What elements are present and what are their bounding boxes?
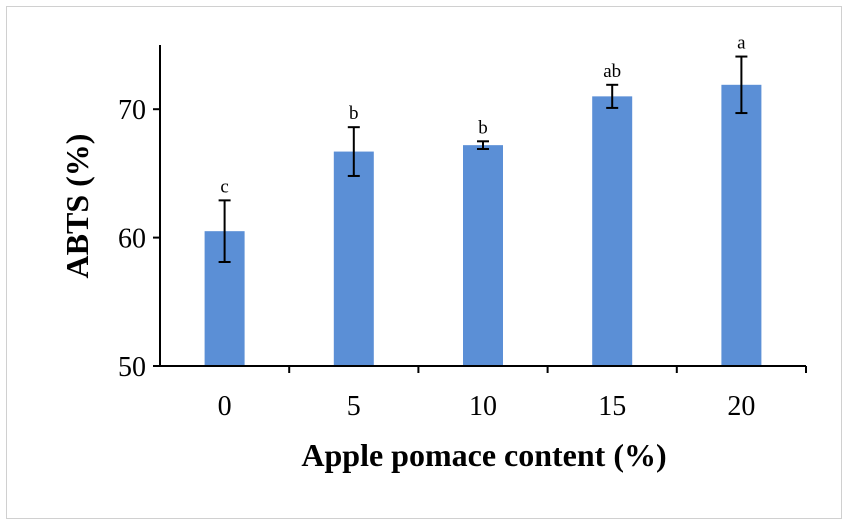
y-tick-label: 50 (118, 352, 146, 383)
error-bars-group (218, 55, 748, 263)
significance-label: b (478, 117, 488, 138)
bar (333, 151, 374, 366)
x-axis: 0 5 10 15 20 (160, 365, 807, 422)
chart-frame (6, 6, 842, 519)
bar (721, 84, 762, 366)
x-tick-label: 10 (469, 391, 497, 422)
x-tick-label: 20 (727, 391, 755, 422)
error-bar (477, 140, 489, 151)
y-axis-title: ABTS (%) (59, 134, 95, 279)
x-tick-label: 0 (218, 391, 232, 422)
significance-label: a (737, 33, 746, 54)
y-axis: 50 60 70 (118, 45, 161, 383)
significance-label: c (220, 176, 228, 197)
significance-labels-group: c b b ab a (220, 33, 746, 198)
bars-group (204, 84, 762, 367)
error-bar (218, 199, 231, 263)
significance-label: ab (603, 61, 621, 82)
x-tick-label: 15 (598, 391, 626, 422)
x-axis-title: Apple pomace content (%) (301, 437, 666, 473)
error-bar (606, 83, 619, 109)
error-bar (347, 126, 360, 177)
y-tick-label: 60 (118, 224, 146, 255)
bar (592, 96, 633, 367)
bar (463, 145, 503, 366)
error-bar (735, 55, 748, 115)
x-tick-label: 5 (347, 391, 361, 422)
y-tick-label: 70 (118, 95, 146, 126)
significance-label: b (349, 103, 359, 124)
